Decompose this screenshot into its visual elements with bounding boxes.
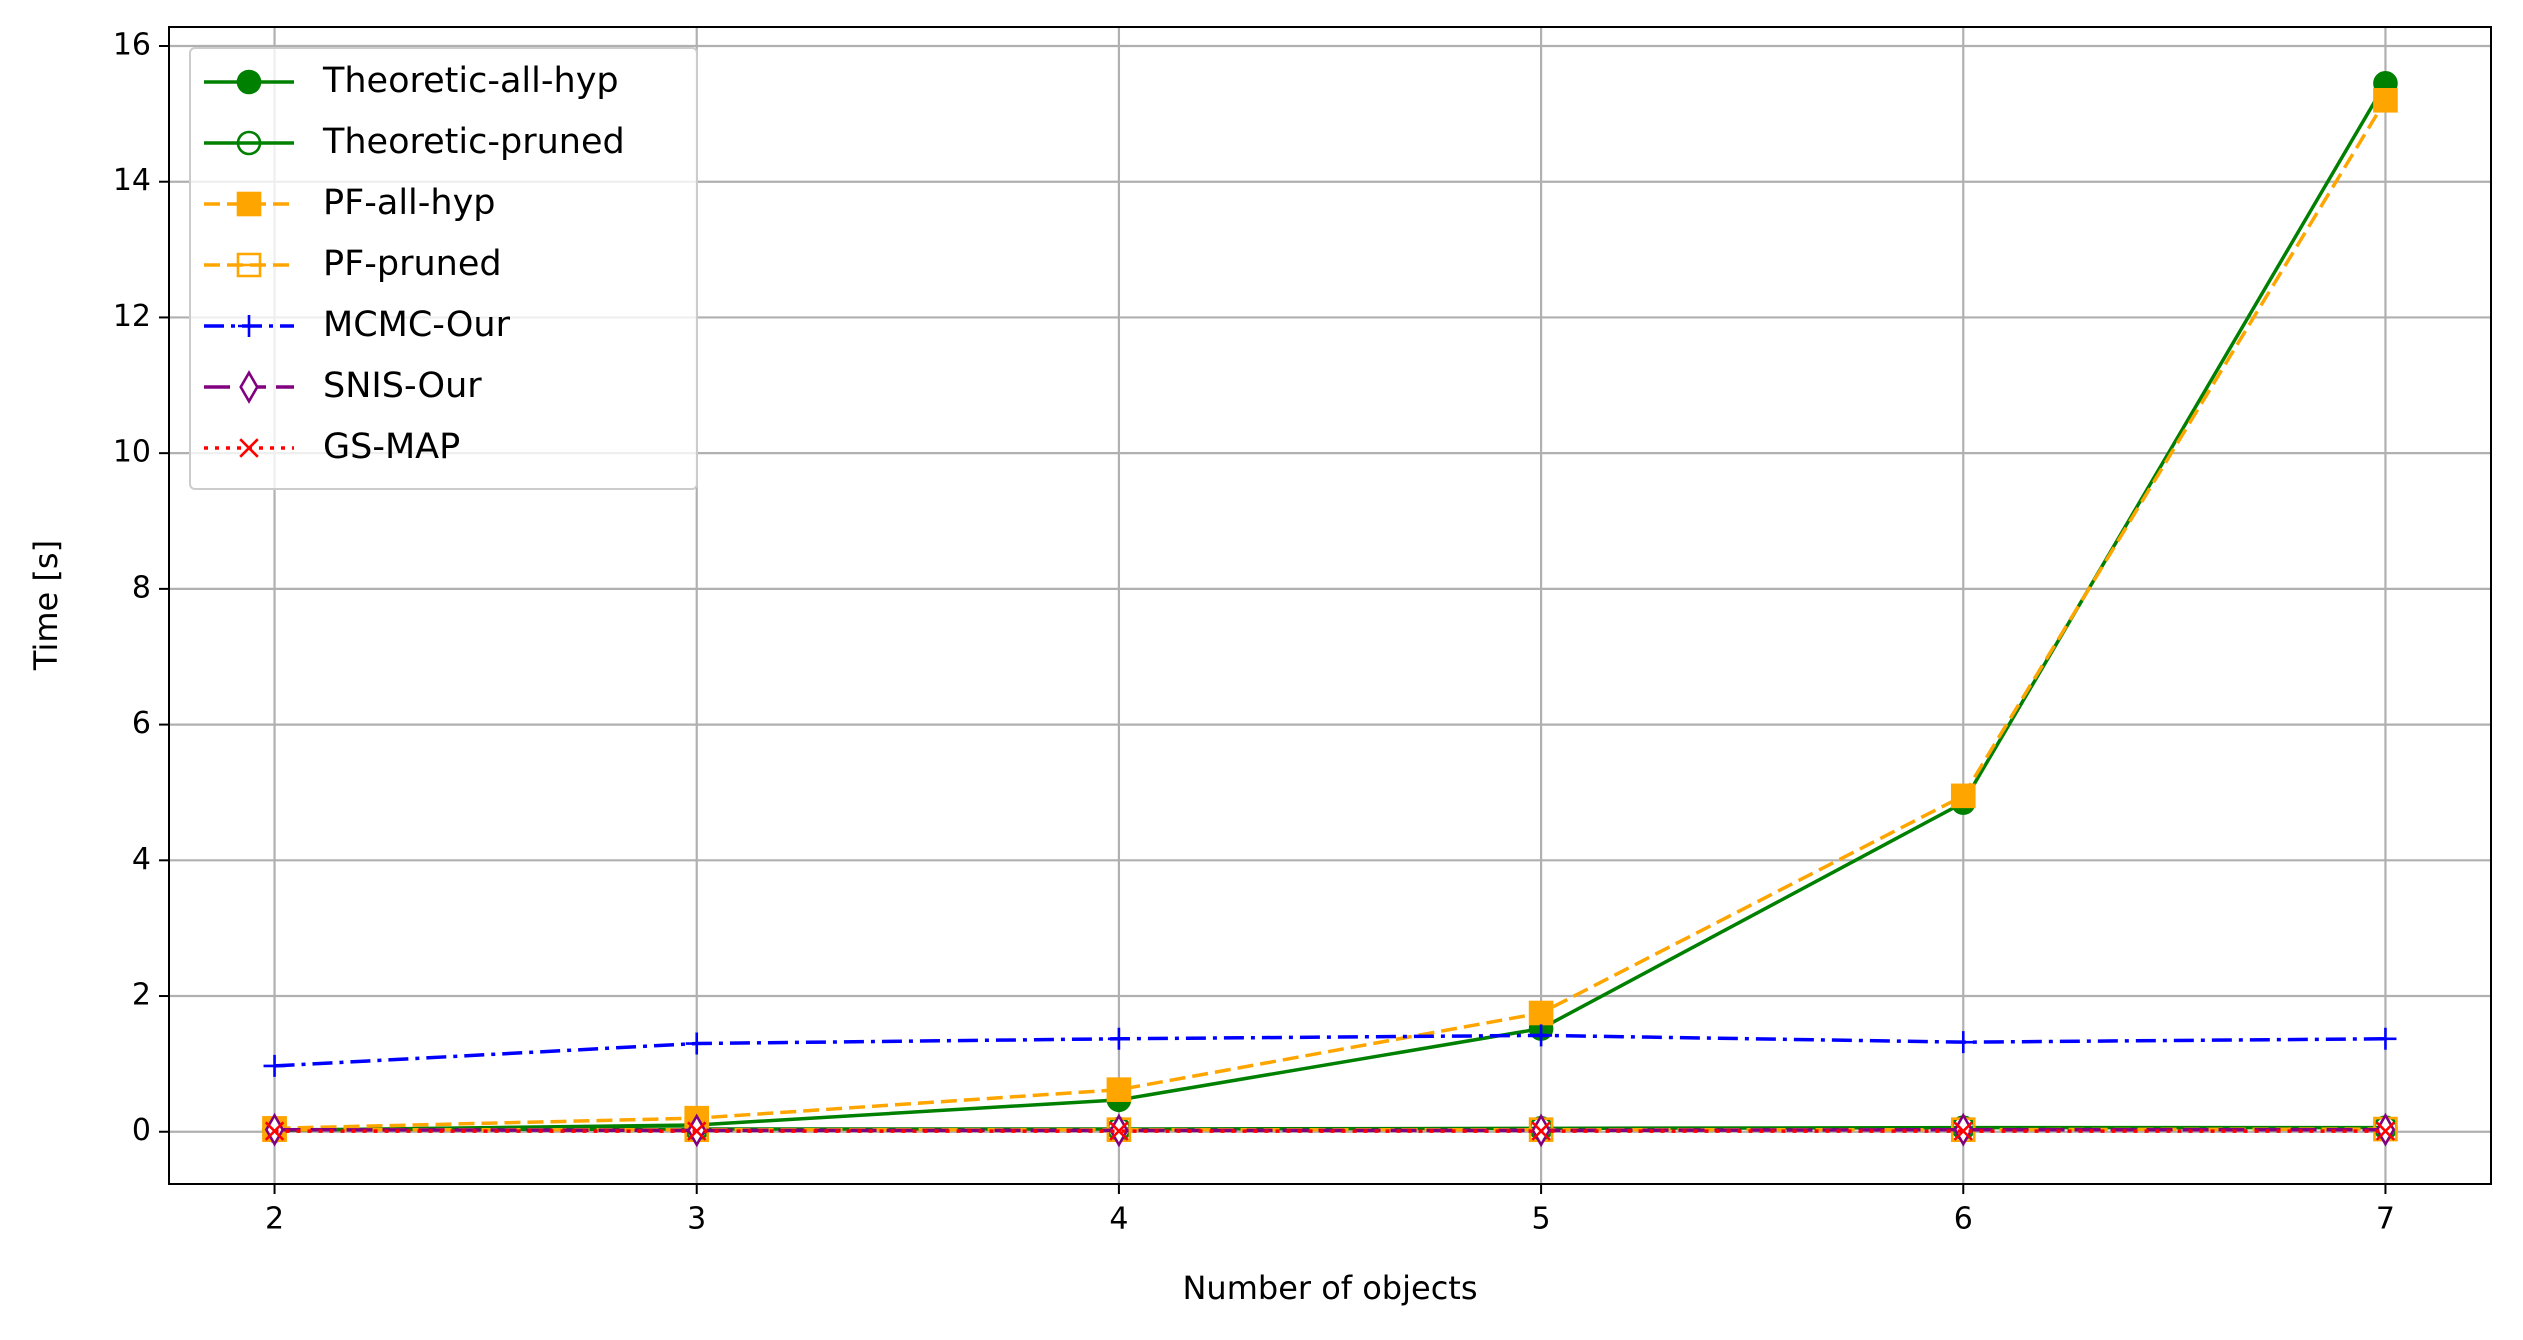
y-tick-label: 4 bbox=[132, 842, 151, 877]
y-tick-label: 14 bbox=[113, 163, 151, 198]
data-point bbox=[1950, 783, 1976, 809]
data-point bbox=[1953, 1121, 1973, 1141]
legend-marker bbox=[236, 130, 262, 156]
plot-area bbox=[262, 71, 2398, 1148]
legend-label: GS-MAP bbox=[323, 427, 460, 467]
data-point bbox=[1106, 1077, 1132, 1102]
data-point bbox=[2375, 1121, 2396, 1141]
legend-box bbox=[189, 47, 698, 490]
series-line bbox=[274, 1127, 2386, 1133]
data-point bbox=[2374, 1027, 2397, 1050]
data-point bbox=[685, 1032, 708, 1055]
data-point bbox=[2373, 87, 2398, 113]
series-line bbox=[274, 1033, 2386, 1068]
data-point bbox=[1528, 1000, 1554, 1026]
legend-marker bbox=[236, 191, 262, 217]
series-line bbox=[274, 82, 2387, 1133]
legend-marker bbox=[239, 370, 259, 404]
data-point bbox=[687, 1121, 707, 1141]
x-tick-label: 5 bbox=[1532, 1202, 1551, 1237]
data-point bbox=[1107, 1027, 1130, 1050]
data-point bbox=[264, 1121, 285, 1141]
series-line bbox=[274, 99, 2387, 1131]
data-point bbox=[1952, 1031, 1975, 1054]
data-point bbox=[1530, 1024, 1553, 1047]
data-point bbox=[263, 1054, 286, 1077]
x-tick-label: 3 bbox=[687, 1202, 706, 1237]
y-tick-label: 16 bbox=[113, 28, 151, 63]
legend-label: SNIS-Our bbox=[323, 366, 482, 406]
legend-marker bbox=[239, 438, 259, 458]
series-line bbox=[274, 1127, 2386, 1132]
y-axis-label: Time [s] bbox=[27, 540, 65, 671]
plot-frame bbox=[168, 26, 2492, 1185]
legend-label: Theoretic-all-hyp bbox=[322, 61, 619, 101]
x-axis-label: Number of objects bbox=[1182, 1269, 1477, 1307]
x-tick-label: 6 bbox=[1954, 1202, 1973, 1237]
y-tick-label: 12 bbox=[113, 299, 151, 334]
y-tick-label: 10 bbox=[113, 435, 151, 470]
y-tick-label: 2 bbox=[132, 978, 151, 1013]
data-point bbox=[1531, 1121, 1551, 1141]
y-tick-label: 6 bbox=[132, 706, 151, 741]
y-tick-label: 8 bbox=[132, 570, 151, 605]
legend-marker bbox=[236, 69, 262, 95]
x-tick-label: 4 bbox=[1109, 1202, 1128, 1237]
data-point bbox=[1109, 1121, 1129, 1141]
x-tick-label: 7 bbox=[2376, 1202, 2395, 1237]
legend-marker bbox=[238, 315, 260, 337]
y-tick-label: 0 bbox=[132, 1113, 151, 1148]
legend-label: PF-pruned bbox=[323, 244, 502, 284]
x-tick-label: 2 bbox=[265, 1202, 284, 1237]
legend-label: PF-all-hyp bbox=[323, 183, 496, 223]
legend-label: Theoretic-pruned bbox=[322, 122, 625, 162]
legend-marker bbox=[236, 252, 262, 278]
legend-label: MCMC-Our bbox=[323, 305, 511, 345]
